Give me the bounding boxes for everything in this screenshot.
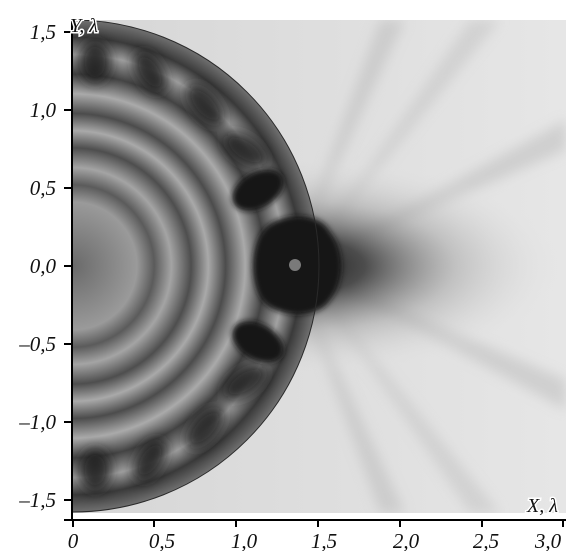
x-tick-label: 2,5 bbox=[473, 529, 499, 551]
x-tick-labels: 0 0,5 1,0 1,5 2,0 2,5 3,0 bbox=[68, 529, 562, 551]
x-axis-title: X, λ bbox=[526, 495, 558, 517]
y-tick-label: 1,0 bbox=[30, 98, 57, 122]
y-tick-labels: 1,5 1,0 0,5 0,0 –0,5 –1,0 –1,5 bbox=[18, 20, 56, 512]
y-tick-label: –1,0 bbox=[18, 410, 56, 434]
y-tick-label: 1,5 bbox=[30, 20, 56, 44]
axes bbox=[64, 18, 566, 527]
y-tick-label: –1,5 bbox=[18, 488, 56, 512]
y-tick-label: 0,5 bbox=[30, 176, 56, 200]
intensity-map bbox=[73, 20, 566, 513]
x-tick-label: 0 bbox=[68, 529, 79, 551]
y-tick-label: 0,0 bbox=[30, 254, 57, 278]
x-tick-label: 1,5 bbox=[311, 529, 337, 551]
x-tick-label: 1,0 bbox=[231, 529, 258, 551]
x-tick-label: 0,5 bbox=[149, 529, 175, 551]
focal-spot-center bbox=[289, 259, 301, 271]
x-axis-ticks bbox=[72, 520, 564, 527]
sphere-outline bbox=[73, 20, 320, 513]
x-tick-label: 3,0 bbox=[534, 529, 562, 551]
y-axis-ticks bbox=[64, 31, 72, 501]
y-tick-label: –0,5 bbox=[18, 332, 56, 356]
x-tick-label: 2,0 bbox=[393, 529, 420, 551]
y-axis-title: Y, λ bbox=[70, 15, 98, 37]
